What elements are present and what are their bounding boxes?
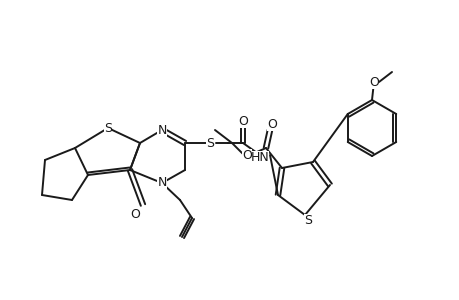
Text: O: O [267,118,276,130]
Text: HN: HN [250,151,269,164]
Text: O: O [238,115,247,128]
Text: O: O [368,76,378,88]
Text: O: O [130,208,140,221]
Text: N: N [157,124,166,136]
Text: N: N [157,176,166,190]
Text: S: S [303,214,311,226]
Text: S: S [206,136,213,149]
Text: S: S [104,122,112,134]
Text: O: O [241,148,252,161]
